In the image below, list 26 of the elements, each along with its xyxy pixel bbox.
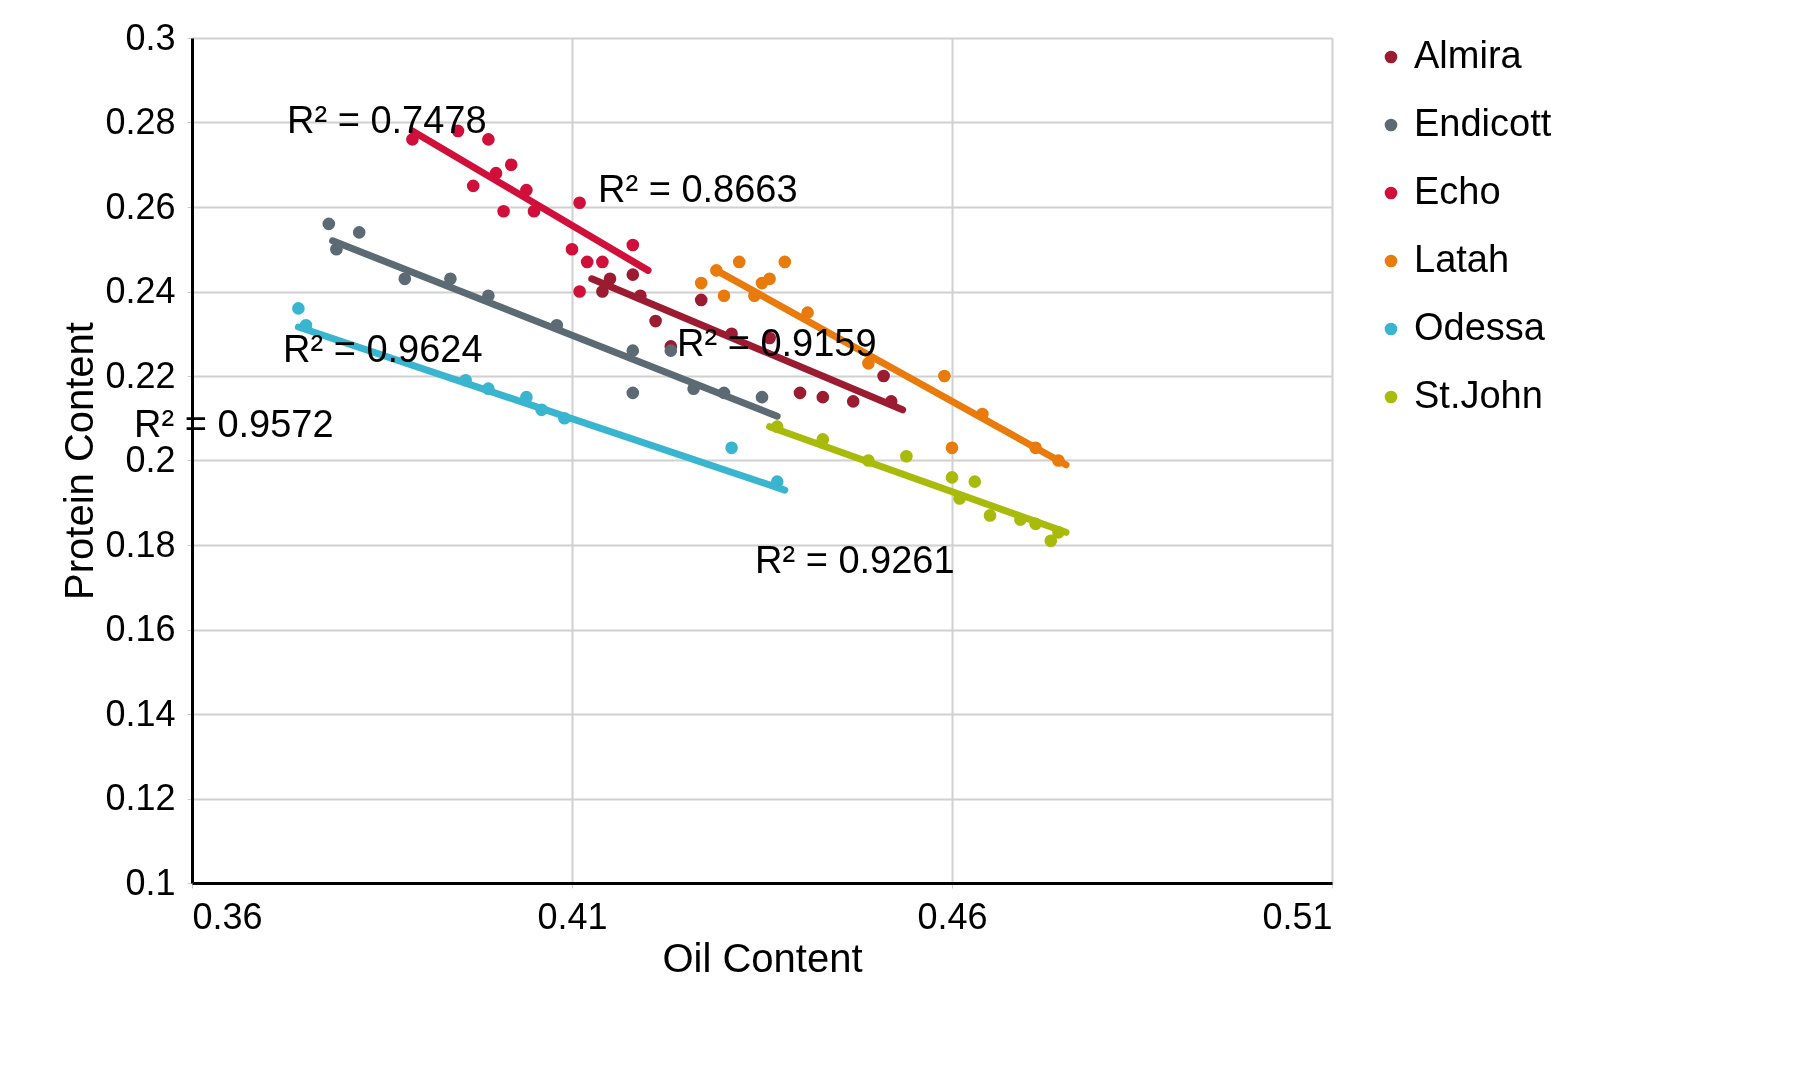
legend-label: Almira [1414, 34, 1523, 76]
y-tick-label: 0.12 [105, 777, 176, 818]
y-tick-label: 0.2 [125, 439, 176, 480]
y-tick-label: 0.22 [105, 354, 176, 396]
y-tick-label: 0.24 [105, 270, 176, 311]
y-tick-label: 0.28 [105, 101, 176, 142]
x-tick-label: 0.36 [192, 895, 263, 937]
legend-label: Endicott [1414, 102, 1552, 144]
y-tick-label: 0.14 [105, 692, 176, 734]
legend-label: Echo [1414, 170, 1501, 212]
legend-label: Odessa [1414, 306, 1546, 348]
legend-label: St.John [1414, 374, 1543, 416]
y-axis-title: Protein Content [57, 322, 102, 600]
y-tick-label: 0.1 [125, 861, 176, 903]
y-tick-label: 0.18 [105, 523, 176, 565]
y-tick-label: 0.3 [125, 16, 176, 58]
x-axis-title: Oil Content [662, 935, 863, 980]
annotation: R² = 0.9261 [755, 539, 955, 581]
annotation: R² = 0.7478 [287, 99, 487, 141]
legend-label: Latah [1414, 238, 1510, 280]
y-tick-label: 0.26 [105, 185, 176, 227]
y-tick-label: 0.16 [105, 608, 176, 649]
x-tick-label: 0.51 [1262, 895, 1333, 937]
x-tick-label: 0.41 [537, 895, 608, 937]
x-tick-label: 0.46 [917, 895, 988, 937]
annotation: R² = 0.8663 [598, 168, 798, 210]
